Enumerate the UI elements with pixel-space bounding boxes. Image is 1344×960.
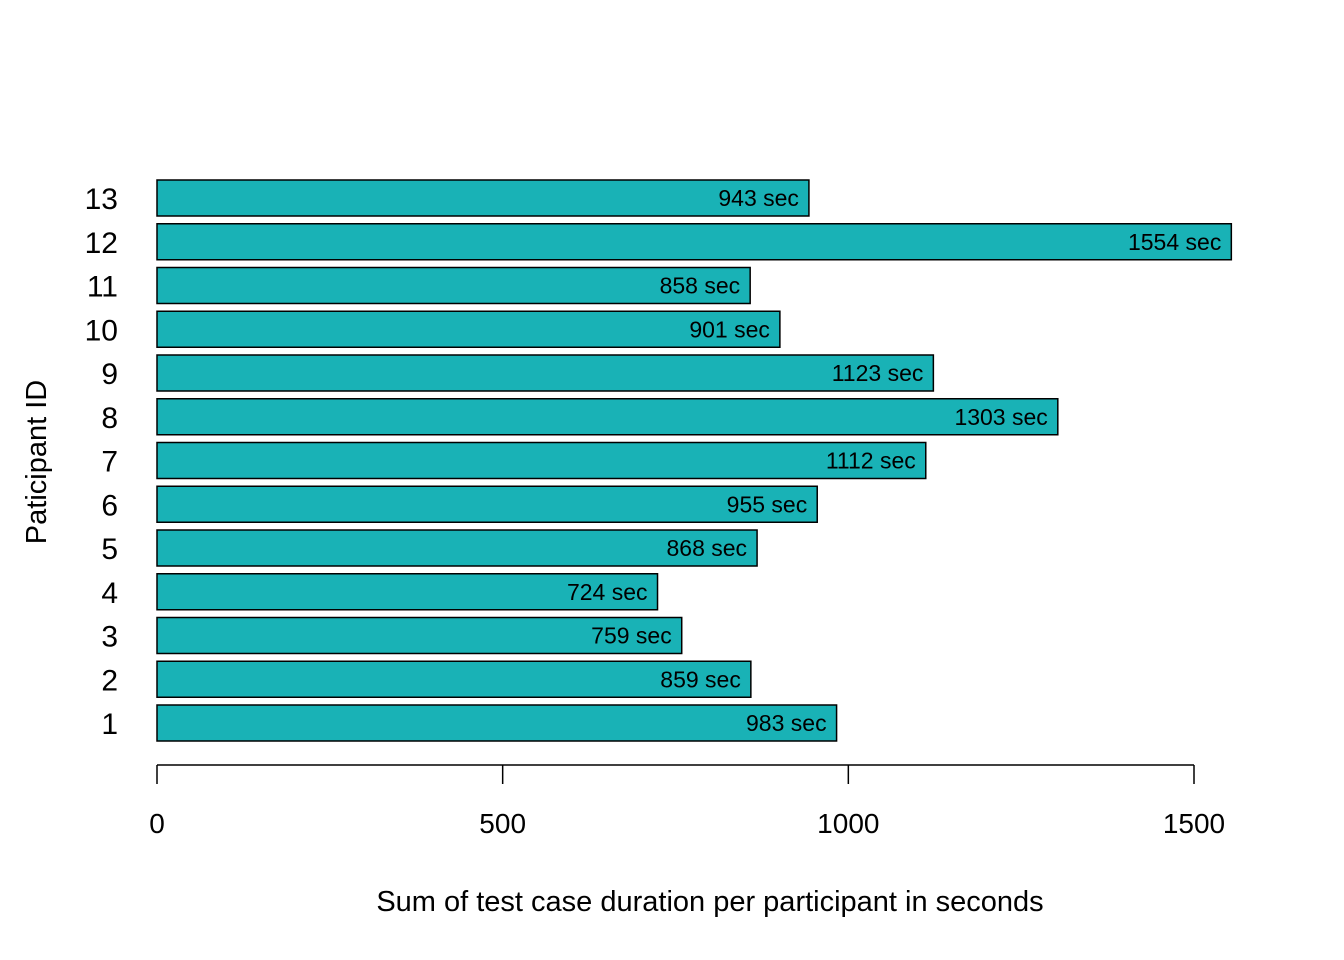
- data-label-participant-8: 1303 sec: [954, 404, 1047, 430]
- data-label-participant-10: 901 sec: [689, 316, 770, 342]
- data-label-participant-13: 943 sec: [718, 185, 799, 211]
- category-label-10: 10: [85, 314, 118, 347]
- category-label-6: 6: [101, 489, 118, 522]
- x-tick-label-1500: 1500: [1163, 808, 1225, 839]
- y-axis-title: Paticipant ID: [21, 380, 53, 544]
- data-label-participant-11: 858 sec: [660, 273, 741, 299]
- bar-participant-13: [156, 179, 810, 217]
- bar-participant-5: [156, 529, 758, 567]
- bar-participant-11: [156, 266, 751, 305]
- bar-participant-4: [156, 573, 659, 611]
- category-label-7: 7: [101, 446, 118, 479]
- data-label-participant-3: 759 sec: [591, 623, 672, 649]
- data-label-participant-7: 1112 sec: [826, 448, 916, 474]
- category-label-12: 12: [85, 227, 118, 260]
- x-tick-label-0: 0: [149, 808, 165, 839]
- bar-participant-3: [156, 616, 683, 655]
- category-label-2: 2: [101, 664, 118, 697]
- bar-participant-2: [156, 660, 752, 698]
- data-label-participant-6: 955 sec: [727, 491, 808, 517]
- data-label-participant-5: 868 sec: [667, 535, 748, 561]
- x-tick-label-500: 500: [479, 808, 526, 839]
- data-label-participant-9: 1123 sec: [832, 360, 924, 386]
- data-label-participant-12: 1554 sec: [1128, 229, 1221, 255]
- data-label-participant-4: 724 sec: [567, 579, 648, 605]
- x-axis-title: Sum of test case duration per participan…: [376, 886, 1043, 918]
- category-label-1: 1: [101, 708, 118, 741]
- bar-participant-8: [156, 398, 1059, 436]
- bar-participant-10: [156, 310, 781, 348]
- x-tick-label-1000: 1000: [817, 808, 879, 839]
- bar-participant-7: [156, 441, 927, 480]
- bar-participant-6: [156, 485, 818, 523]
- bar-participant-9: [156, 354, 935, 392]
- category-label-13: 13: [85, 183, 118, 216]
- data-label-participant-1: 983 sec: [746, 710, 827, 736]
- category-label-8: 8: [101, 402, 118, 435]
- category-label-9: 9: [101, 358, 118, 391]
- x-axis: 0 500 1000 1500: [149, 764, 1225, 839]
- category-label-5: 5: [101, 533, 118, 566]
- bar-participant-12: [156, 223, 1233, 261]
- category-label-3: 3: [101, 621, 118, 654]
- bar-participant-1: [156, 704, 838, 742]
- data-label-participant-2: 859 sec: [660, 666, 741, 692]
- category-label-11: 11: [87, 271, 118, 304]
- category-label-4: 4: [101, 577, 118, 610]
